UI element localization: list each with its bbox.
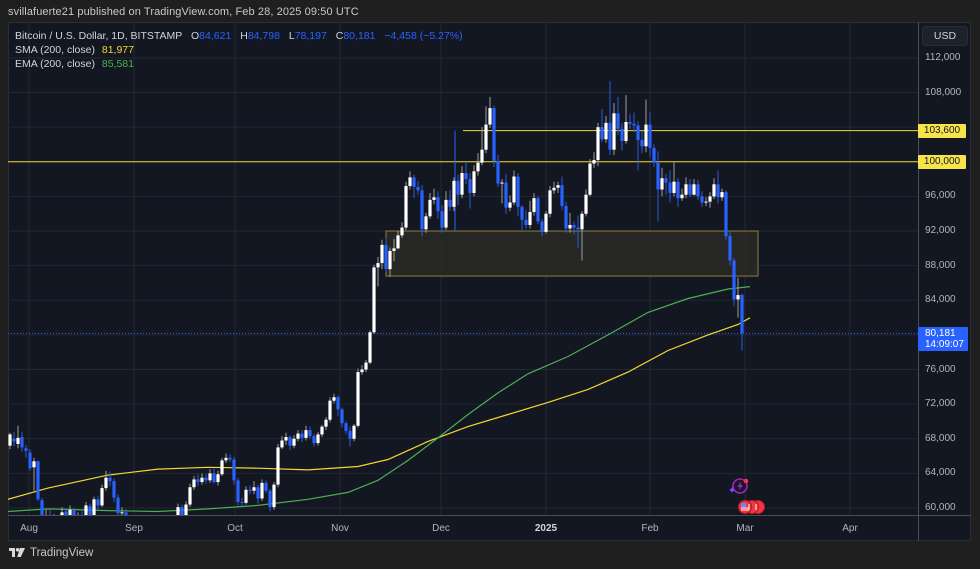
price-tick-label: 76,000 [925, 363, 956, 375]
price-chart[interactable] [8, 22, 971, 541]
tradingview-branding[interactable]: TradingView [9, 547, 93, 559]
low-key: L [288, 30, 295, 42]
axis-separators [8, 22, 971, 541]
close-value: 80,181 [343, 30, 376, 42]
price-tick-label: 92,000 [925, 225, 956, 237]
chart-legend: Bitcoin / U.S. Dollar, 1D, BITSTAMP O84,… [15, 29, 463, 71]
price-tick-label: 112,000 [925, 51, 961, 63]
earnings-lightning-icon[interactable] [729, 478, 749, 494]
time-tick-label: Mar [736, 523, 754, 534]
price-tick-label: 84,000 [925, 294, 956, 306]
publisher-line: svillafuerte21 published on TradingView.… [8, 6, 359, 18]
time-tick-label: Dec [432, 523, 450, 534]
time-tick-label: Oct [227, 523, 243, 534]
time-tick-label: Sep [125, 523, 143, 534]
tradingview-logo-text: TradingView [30, 547, 94, 559]
change-value: −4,458 (−5.27%) [384, 30, 463, 42]
candlesticks [8, 81, 744, 515]
time-tick-label: Aug [20, 523, 38, 534]
symbol-name: Bitcoin / U.S. Dollar, 1D, BITSTAMP [15, 30, 183, 42]
tradingview-logo-icon [9, 548, 25, 557]
current-price-tag: 80,181 14:09:07 [918, 327, 968, 351]
sma-label: SMA (200, close) [15, 44, 95, 56]
high-key: H [240, 30, 248, 42]
ema-label: EMA (200, close) [15, 58, 95, 70]
price-tick-label: 68,000 [925, 432, 956, 444]
chart-events[interactable] [728, 475, 772, 520]
ema-value: 85,581 [101, 58, 134, 70]
currency-button[interactable]: USD [922, 26, 968, 46]
us-economic-events-icon[interactable] [737, 499, 765, 515]
moving-averages [8, 286, 751, 513]
current-price: 80,181 [925, 328, 956, 339]
price-tick-label: 88,000 [925, 259, 956, 271]
price-tick-label: 64,000 [925, 467, 956, 479]
price-tick-label: 60,000 [925, 502, 956, 513]
sma-legend-row[interactable]: SMA (200, close) 81,977 [15, 43, 463, 57]
low-value: 78,197 [294, 30, 327, 42]
open-key: O [191, 30, 200, 42]
ema-legend-row[interactable]: EMA (200, close) 85,581 [15, 57, 463, 71]
time-tick-label: Nov [331, 523, 349, 534]
sma-value: 81,977 [101, 44, 134, 56]
open-value: 84,621 [199, 30, 232, 42]
time-tick-label: Feb [641, 523, 659, 534]
price-tick-label: 96,000 [925, 190, 956, 202]
high-value: 84,798 [247, 30, 280, 42]
time-tick-label: 2025 [534, 523, 558, 534]
symbol-legend-row[interactable]: Bitcoin / U.S. Dollar, 1D, BITSTAMP O84,… [15, 29, 463, 43]
bar-countdown: 14:09:07 [925, 339, 964, 350]
time-tick-label: Apr [842, 523, 858, 534]
price-tick-label: 72,000 [925, 398, 956, 410]
support-zone [385, 230, 759, 277]
close-key: C [335, 30, 344, 42]
level-tag-103600: 103,600 [918, 124, 966, 138]
level-tag-100000: 100,000 [918, 155, 966, 169]
price-tick-label: 108,000 [925, 86, 962, 98]
